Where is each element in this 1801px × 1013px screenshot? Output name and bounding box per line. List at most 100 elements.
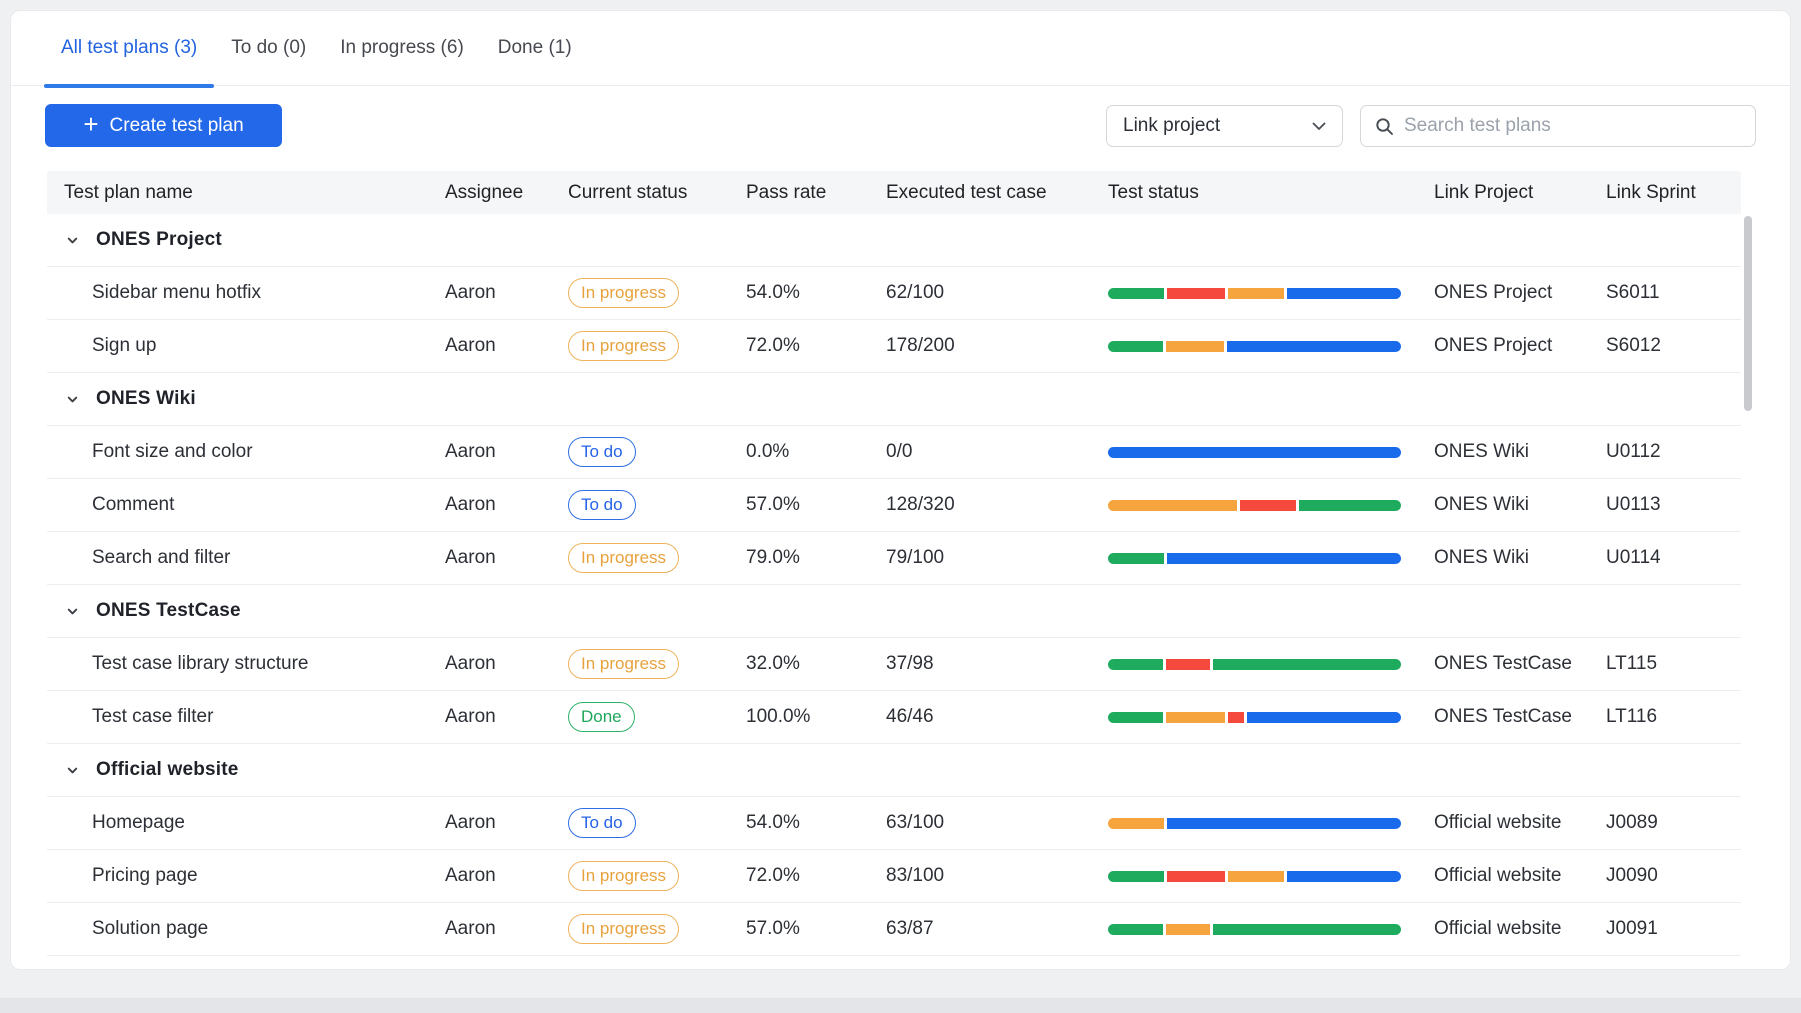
table-row: Comment Aaron To do 57.0% 128/320 ONES W… — [47, 479, 1741, 532]
green-bar-segment — [1108, 658, 1164, 670]
green-bar-segment — [1108, 923, 1164, 935]
executed-test-case: 0/0 — [886, 441, 913, 462]
link-project: ONES Wiki — [1434, 441, 1529, 462]
group-row-ones-project[interactable]: ONES Project — [47, 214, 1741, 267]
pass-rate: 57.0% — [746, 494, 800, 515]
column-header-current-status: Current status — [568, 181, 688, 203]
search-icon — [1375, 117, 1394, 136]
link-project: ONES TestCase — [1434, 653, 1572, 674]
orange-bar-segment — [1166, 711, 1226, 723]
test-status-bar — [1108, 658, 1401, 670]
assignee: Aaron — [445, 441, 496, 462]
chevron-down-icon[interactable] — [66, 393, 79, 406]
orange-bar-segment — [1166, 923, 1210, 935]
test-plan-name[interactable]: Sign up — [92, 335, 157, 356]
link-project: Official website — [1434, 865, 1562, 886]
link-project-dropdown[interactable]: Link project — [1106, 105, 1343, 147]
bottom-edge-strip — [0, 998, 1801, 1013]
chevron-down-icon[interactable] — [66, 234, 79, 247]
group-row-ones-wiki[interactable]: ONES Wiki — [47, 373, 1741, 426]
red-bar-segment — [1166, 870, 1226, 882]
status-badge: In progress — [568, 543, 680, 573]
tab-done-1[interactable]: Done (1) — [497, 37, 572, 58]
test-plan-name[interactable]: Test case library structure — [92, 653, 309, 674]
tab-all-test-plans-3[interactable]: All test plans (3) — [43, 11, 215, 88]
plus-icon: + — [83, 109, 99, 139]
chevron-down-icon[interactable] — [66, 764, 79, 777]
assignee: Aaron — [445, 494, 496, 515]
column-header-test-plan-name: Test plan name — [64, 181, 193, 203]
link-sprint: J0091 — [1606, 918, 1658, 939]
blue-bar-segment — [1108, 446, 1401, 458]
column-header-assignee: Assignee — [445, 181, 524, 203]
red-bar-segment — [1166, 287, 1226, 299]
table-row: Test case filter Aaron Done 100.0% 46/46… — [47, 691, 1741, 744]
link-sprint: U0113 — [1606, 494, 1661, 515]
create-test-plan-button[interactable]: + Create test plan — [45, 104, 282, 147]
test-plan-name[interactable]: Solution page — [92, 918, 209, 939]
chevron-down-icon — [1312, 122, 1326, 131]
orange-bar-segment — [1166, 340, 1225, 352]
test-plan-name[interactable]: Font size and color — [92, 441, 253, 462]
test-plan-name[interactable]: Test case filter — [92, 706, 214, 727]
test-plan-name[interactable]: Homepage — [92, 812, 185, 833]
red-bar-segment — [1239, 499, 1296, 511]
test-plan-name[interactable]: Pricing page — [92, 865, 198, 886]
link-sprint: U0112 — [1606, 441, 1661, 462]
table-row: Homepage Aaron To do 54.0% 63/100 Offici… — [47, 797, 1741, 850]
link-sprint: U0114 — [1606, 547, 1661, 568]
search-input[interactable] — [1404, 115, 1741, 137]
green-bar-segment — [1108, 287, 1164, 299]
test-status-bar — [1108, 711, 1401, 723]
pass-rate: 79.0% — [746, 547, 800, 568]
blue-bar-segment — [1227, 340, 1401, 352]
link-sprint: LT115 — [1606, 653, 1658, 674]
tab-bar: All test plans (3) To do (0) In progress (… — [11, 11, 1790, 88]
test-plan-name[interactable]: Comment — [92, 494, 175, 515]
green-bar-segment — [1212, 658, 1401, 670]
group-row-ones-testcase[interactable]: ONES TestCase — [47, 585, 1741, 638]
test-status-bar — [1108, 499, 1401, 511]
group-name: Official website — [96, 759, 239, 780]
column-header-pass-rate: Pass rate — [746, 181, 827, 203]
test-plan-name[interactable]: Search and filter — [92, 547, 231, 568]
assignee: Aaron — [445, 653, 496, 674]
status-badge: In progress — [568, 649, 680, 679]
link-project: Official website — [1434, 918, 1562, 939]
group-name: ONES Project — [96, 229, 222, 250]
green-bar-segment — [1108, 340, 1164, 352]
link-project: ONES Wiki — [1434, 494, 1529, 515]
test-plan-name[interactable]: Sidebar menu hotfix — [92, 282, 261, 303]
table-header-row: Test plan name Assignee Current status Pass… — [47, 171, 1741, 214]
chevron-down-icon[interactable] — [66, 605, 79, 618]
status-badge: In progress — [568, 861, 680, 891]
test-plans-panel: All test plans (3) To do (0) In progress (… — [10, 10, 1791, 970]
link-sprint: J0089 — [1606, 812, 1658, 833]
status-badge: To do — [568, 808, 636, 838]
red-bar-segment — [1166, 658, 1210, 670]
test-status-bar — [1108, 923, 1401, 935]
search-box[interactable] — [1360, 105, 1756, 147]
blue-bar-segment — [1286, 870, 1401, 882]
status-badge: In progress — [568, 914, 680, 944]
link-project: Official website — [1434, 812, 1562, 833]
vertical-scrollbar[interactable] — [1744, 216, 1752, 411]
executed-test-case: 79/100 — [886, 547, 945, 568]
link-project: ONES Project — [1434, 282, 1553, 303]
tab-in-progress-6[interactable]: In progress (6) — [340, 37, 464, 58]
link-sprint: S6011 — [1606, 282, 1660, 303]
assignee: Aaron — [445, 812, 496, 833]
green-bar-segment — [1298, 499, 1401, 511]
executed-test-case: 83/100 — [886, 865, 945, 886]
tab-to-do-0[interactable]: To do (0) — [231, 37, 307, 58]
group-row-official-website[interactable]: Official website — [47, 744, 1741, 797]
group-name: ONES TestCase — [96, 600, 241, 621]
executed-test-case: 128/320 — [886, 494, 955, 515]
blue-bar-segment — [1247, 711, 1401, 723]
test-status-bar — [1108, 340, 1401, 352]
link-project-dropdown-value: Link project — [1123, 115, 1221, 136]
table-row: Test case library structure Aaron In pro… — [47, 638, 1741, 691]
executed-test-case: 178/200 — [886, 335, 955, 356]
table-row: Pricing page Aaron In progress 72.0% 83/… — [47, 850, 1741, 903]
link-project: ONES Wiki — [1434, 547, 1529, 568]
